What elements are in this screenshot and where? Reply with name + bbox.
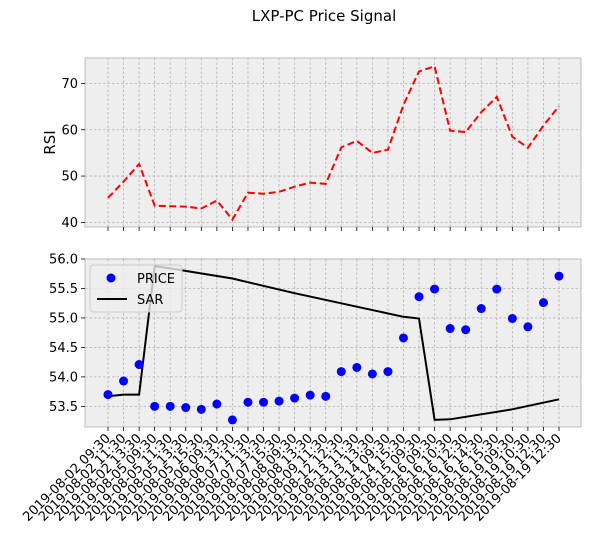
price-point: [492, 284, 502, 294]
price-y-tick-label: 54.5: [49, 341, 78, 356]
price-point: [196, 404, 206, 414]
price-y-tick-label: 53.5: [49, 400, 78, 415]
price-y-tick-label: 55.0: [49, 311, 78, 326]
price-point: [290, 393, 300, 403]
price-point: [150, 401, 160, 411]
legend-price-marker: [106, 273, 116, 283]
price-panel: 53.5 54.0 54.5 55.0 55.5 56.0 2019-08-02 09:3…: [20, 253, 582, 525]
price-point: [430, 284, 440, 294]
price-point: [103, 390, 113, 400]
price-y-axis: 53.5 54.0 54.5 55.0 55.5 56.0: [49, 253, 85, 415]
rsi-plot-area: [84, 57, 582, 228]
rsi-y-tick-label: 40: [61, 216, 78, 231]
rsi-y-tick-label: 60: [61, 123, 78, 138]
legend-sar-label: SAR: [137, 293, 163, 308]
price-point: [461, 325, 471, 335]
price-point: [165, 401, 175, 411]
price-point: [398, 333, 408, 343]
sar-series-line: [107, 264, 560, 421]
price-point: [259, 397, 269, 407]
price-point: [227, 415, 237, 425]
price-point: [181, 403, 191, 413]
price-point: [476, 304, 486, 314]
price-y-tick-label: 54.0: [49, 370, 78, 385]
price-grid: [85, 258, 581, 427]
legend: PRICE SAR: [89, 264, 183, 313]
price-y-tick-label: 55.5: [49, 282, 78, 297]
price-point: [134, 360, 144, 370]
price-point: [212, 399, 222, 409]
price-point: [554, 271, 564, 281]
price-point: [523, 322, 533, 332]
rsi-y-axis: 40 50 60 70: [61, 77, 85, 231]
price-point: [274, 396, 284, 406]
price-point: [367, 369, 377, 379]
price-point: [507, 314, 517, 324]
price-point: [414, 292, 424, 302]
rsi-y-tick-label: 70: [61, 77, 78, 92]
rsi-grid: [85, 58, 581, 227]
legend-price-label: PRICE: [137, 272, 175, 287]
price-point: [321, 391, 331, 401]
price-series-points: [103, 271, 564, 425]
price-point: [336, 367, 346, 377]
price-point: [305, 390, 315, 400]
price-point: [538, 298, 548, 308]
rsi-y-axis-label: RSI: [41, 130, 59, 154]
price-point: [243, 397, 253, 407]
price-point: [352, 362, 362, 372]
rsi-y-tick-label: 50: [61, 170, 78, 185]
rsi-series-line: [107, 65, 560, 222]
rsi-panel: 40 50 60 70 RSI: [41, 57, 582, 231]
price-point: [119, 376, 129, 386]
rsi-x-axis: [107, 227, 560, 231]
chart-title: LXP-PC Price Signal: [252, 7, 397, 25]
price-y-tick-label: 56.0: [49, 253, 78, 268]
price-point: [445, 324, 455, 334]
price-point: [383, 367, 393, 377]
